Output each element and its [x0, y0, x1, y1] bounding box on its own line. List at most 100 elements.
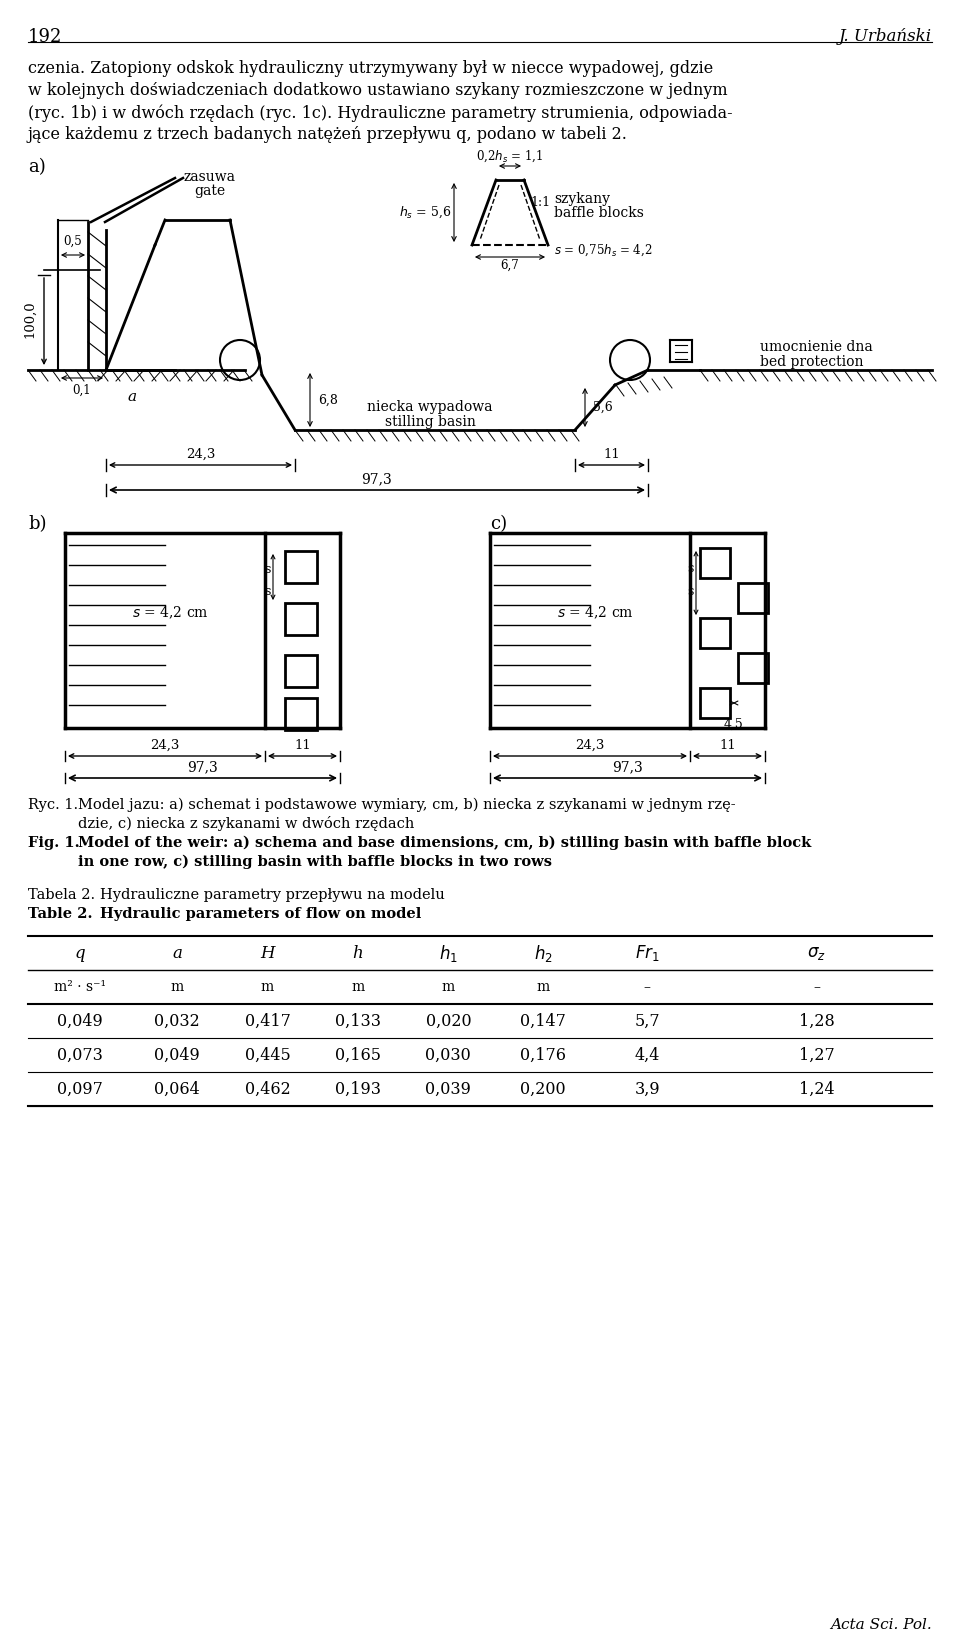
Text: s: s — [265, 563, 271, 576]
Text: 1,27: 1,27 — [799, 1047, 834, 1063]
Text: s: s — [687, 561, 694, 574]
Text: 24,3: 24,3 — [151, 739, 180, 752]
Bar — [700, 548, 730, 578]
Text: 3,9: 3,9 — [635, 1080, 660, 1098]
Text: –: – — [644, 979, 651, 994]
Text: 0,030: 0,030 — [425, 1047, 471, 1063]
Bar — [700, 688, 730, 718]
Text: 0,2$h_s$ = 1,1: 0,2$h_s$ = 1,1 — [476, 148, 543, 165]
Text: Table 2.: Table 2. — [28, 907, 92, 922]
Text: h: h — [352, 945, 363, 961]
Text: m: m — [442, 979, 455, 994]
Text: 6,7: 6,7 — [500, 258, 519, 272]
Text: $s$ = 4,2 cm: $s$ = 4,2 cm — [557, 604, 634, 621]
Text: –: – — [813, 979, 820, 994]
Text: $h_2$: $h_2$ — [534, 943, 553, 963]
Text: 0,200: 0,200 — [520, 1080, 566, 1098]
Text: H: H — [260, 945, 275, 961]
Text: dzie, c) niecka z szykanami w dwóch rzędach: dzie, c) niecka z szykanami w dwóch rzęd… — [78, 816, 415, 831]
Text: 0,133: 0,133 — [335, 1012, 381, 1029]
Text: 0,032: 0,032 — [155, 1012, 200, 1029]
Text: 192: 192 — [28, 28, 62, 46]
Text: 0,445: 0,445 — [245, 1047, 291, 1063]
Text: bed protection: bed protection — [760, 356, 863, 369]
Text: 1,28: 1,28 — [799, 1012, 834, 1029]
Text: 0,1: 0,1 — [73, 384, 91, 397]
Text: 11: 11 — [294, 739, 311, 752]
Text: a): a) — [28, 158, 46, 176]
Text: 4,5: 4,5 — [724, 718, 744, 731]
Bar — [285, 551, 317, 583]
Text: 0,176: 0,176 — [520, 1047, 566, 1063]
Text: 0,064: 0,064 — [155, 1080, 200, 1098]
Bar — [285, 602, 317, 635]
Text: m² · s⁻¹: m² · s⁻¹ — [54, 979, 106, 994]
Text: $s$ = 0,75$h_s$ = 4,2: $s$ = 0,75$h_s$ = 4,2 — [554, 242, 653, 258]
Text: Acta Sci. Pol.: Acta Sci. Pol. — [830, 1618, 932, 1631]
Text: niecka wypadowa: niecka wypadowa — [368, 400, 492, 415]
Text: 11: 11 — [719, 739, 736, 752]
Text: (ryc. 1b) i w dwóch rzędach (ryc. 1c). Hydrauliczne parametry strumienia, odpowi: (ryc. 1b) i w dwóch rzędach (ryc. 1c). H… — [28, 104, 732, 122]
Text: m: m — [171, 979, 183, 994]
Text: 97,3: 97,3 — [187, 760, 218, 774]
Text: 0,097: 0,097 — [57, 1080, 103, 1098]
Text: jące każdemu z trzech badanych natężeń przepływu q, podano w tabeli 2.: jące każdemu z trzech badanych natężeń p… — [28, 127, 628, 143]
Text: 0,049: 0,049 — [57, 1012, 103, 1029]
Text: s: s — [687, 584, 694, 597]
Text: in one row, c) stilling basin with baffle blocks in two rows: in one row, c) stilling basin with baffl… — [78, 854, 552, 869]
Text: 0,147: 0,147 — [520, 1012, 566, 1029]
Bar — [285, 698, 317, 729]
Bar — [738, 583, 768, 612]
Text: $Fr_1$: $Fr_1$ — [635, 943, 660, 963]
Text: 0,165: 0,165 — [335, 1047, 381, 1063]
Text: 97,3: 97,3 — [612, 760, 643, 774]
Text: 4,4: 4,4 — [635, 1047, 660, 1063]
Text: c): c) — [490, 515, 507, 533]
Bar — [738, 653, 768, 683]
Text: czenia. Zatopiony odskok hydrauliczny utrzymywany był w niecce wypadowej, gdzie: czenia. Zatopiony odskok hydrauliczny ut… — [28, 59, 713, 77]
Text: stilling basin: stilling basin — [385, 415, 475, 430]
Bar — [700, 617, 730, 649]
Text: Tabela 2.: Tabela 2. — [28, 887, 95, 902]
Text: $s$ = 4,2 cm: $s$ = 4,2 cm — [132, 604, 208, 621]
Text: J. Urbański: J. Urbański — [839, 28, 932, 44]
Text: b): b) — [28, 515, 46, 533]
Text: 0,462: 0,462 — [245, 1080, 291, 1098]
Text: $\sigma_z$: $\sigma_z$ — [807, 945, 827, 961]
Text: Hydrauliczne parametry przepływu na modelu: Hydrauliczne parametry przepływu na mode… — [100, 887, 444, 902]
Text: 24,3: 24,3 — [575, 739, 605, 752]
Text: Model jazu: a) schemat i podstawowe wymiary, cm, b) niecka z szykanami w jednym : Model jazu: a) schemat i podstawowe wymi… — [78, 798, 735, 813]
Text: s: s — [265, 584, 271, 597]
Text: 0,5: 0,5 — [63, 235, 83, 249]
Text: 0,020: 0,020 — [425, 1012, 471, 1029]
Text: szykany: szykany — [554, 193, 610, 206]
Text: w kolejnych doświadczeniach dodatkowo ustawiano szykany rozmieszczone w jednym: w kolejnych doświadczeniach dodatkowo us… — [28, 82, 728, 99]
Text: a: a — [172, 945, 182, 961]
Text: 100,0: 100,0 — [23, 300, 36, 337]
Text: gate: gate — [195, 184, 226, 198]
Bar — [285, 655, 317, 686]
Text: 5,6: 5,6 — [593, 400, 612, 413]
Text: baffle blocks: baffle blocks — [554, 206, 644, 221]
Text: 0,193: 0,193 — [335, 1080, 381, 1098]
Text: Fig. 1.: Fig. 1. — [28, 836, 80, 849]
Text: Ryc. 1.: Ryc. 1. — [28, 798, 78, 811]
Text: m: m — [261, 979, 275, 994]
Text: Hydraulic parameters of flow on model: Hydraulic parameters of flow on model — [100, 907, 421, 922]
Text: 0,049: 0,049 — [155, 1047, 200, 1063]
Text: $h_1$: $h_1$ — [439, 943, 458, 963]
Text: 24,3: 24,3 — [186, 448, 215, 461]
Text: 0,073: 0,073 — [57, 1047, 103, 1063]
Text: umocnienie dna: umocnienie dna — [760, 341, 873, 354]
Text: 5,7: 5,7 — [635, 1012, 660, 1029]
Text: 6,8: 6,8 — [318, 393, 338, 407]
Text: $h_s$ = 5,6: $h_s$ = 5,6 — [398, 204, 451, 219]
Text: Model of the weir: a) schema and base dimensions, cm, b) stilling basin with baf: Model of the weir: a) schema and base di… — [78, 836, 811, 851]
Text: q: q — [75, 945, 85, 961]
Text: 0,417: 0,417 — [245, 1012, 291, 1029]
Text: m: m — [537, 979, 550, 994]
Text: 97,3: 97,3 — [362, 472, 393, 486]
Text: 1:1: 1:1 — [530, 196, 550, 209]
Text: 0,039: 0,039 — [425, 1080, 471, 1098]
Text: m: m — [351, 979, 365, 994]
